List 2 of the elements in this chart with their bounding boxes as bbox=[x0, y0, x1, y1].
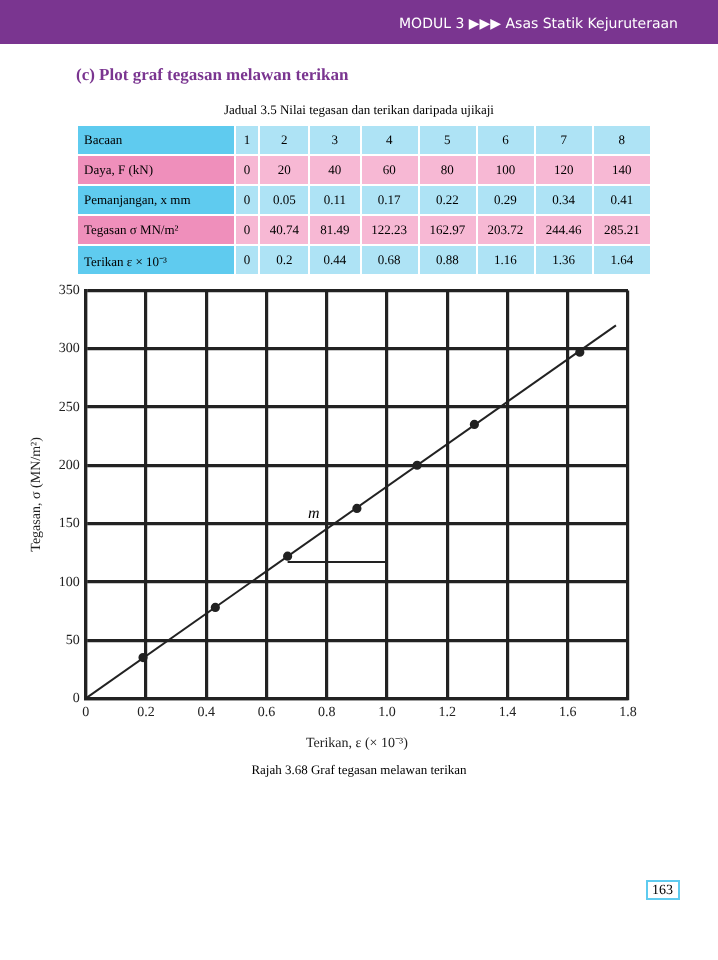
annotation: m bbox=[308, 504, 320, 522]
chart-title: (c) Plot graf tegasan melawan terikan bbox=[76, 64, 349, 84]
